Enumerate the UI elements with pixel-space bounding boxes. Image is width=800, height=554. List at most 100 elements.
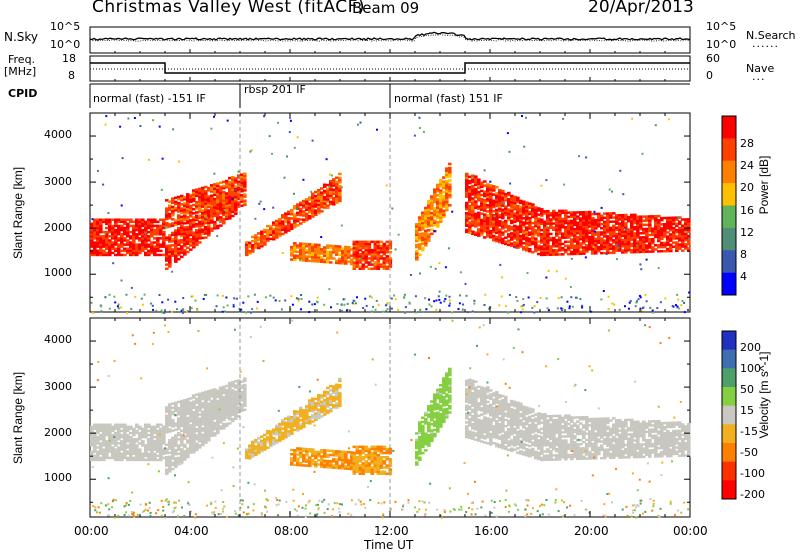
echo-cell (135, 253, 139, 257)
echo-cell (317, 247, 321, 251)
echo-cell (570, 234, 574, 237)
echo-cell (684, 234, 688, 238)
echo-cell (111, 442, 115, 445)
echo-cell (681, 218, 685, 221)
echo-cell (651, 231, 655, 235)
echo-cell (222, 222, 226, 225)
echo-cell (606, 243, 610, 246)
echo-cell (317, 252, 321, 255)
echo-cell (201, 228, 205, 231)
echo-cell (609, 237, 613, 240)
echo-cell (385, 246, 390, 250)
echo-cell (132, 251, 136, 255)
echo-cell (317, 450, 321, 454)
echo-cell (201, 203, 205, 206)
echo-cell (228, 191, 232, 194)
echo-cell (168, 457, 172, 461)
echo-cell (522, 210, 526, 214)
echo-cell (344, 249, 348, 253)
echo-cell (528, 206, 532, 209)
echo-cell (156, 249, 160, 253)
echo-cell (582, 252, 586, 255)
echo-cell (138, 243, 142, 246)
echo-cell (370, 248, 375, 252)
echo-point (254, 217, 257, 220)
echo-cell (183, 230, 187, 233)
echo-cell (204, 403, 208, 406)
echo-cell (314, 461, 318, 464)
echo-cell (198, 402, 202, 406)
echo-cell (141, 233, 145, 236)
echo-cell (687, 220, 691, 223)
echo-cell (549, 236, 553, 240)
echo-point (288, 131, 291, 134)
echo-cell (183, 417, 187, 421)
echo-cell (183, 421, 187, 425)
echo-point (274, 311, 277, 313)
echo-cell (534, 229, 538, 232)
echo-cell (564, 219, 568, 223)
echo-cell (436, 187, 440, 191)
echo-cell (543, 212, 547, 215)
echo-cell (358, 240, 363, 244)
echo-cell (174, 428, 178, 431)
echo-cell (600, 247, 604, 251)
echo-cell (234, 384, 238, 387)
echo-cell (442, 201, 446, 204)
echo-cell (555, 218, 559, 221)
echo-cell (332, 182, 336, 185)
echo-cell (474, 177, 478, 180)
echo-cell (519, 226, 523, 229)
echo-cell (180, 458, 184, 461)
echo-cell (573, 219, 577, 222)
echo-cell (373, 253, 378, 256)
echo-point (202, 298, 205, 300)
echo-cell (645, 215, 649, 218)
echo-cell (564, 230, 568, 233)
echo-cell (108, 228, 112, 232)
echo-cell (237, 400, 241, 403)
echo-cell (427, 208, 431, 211)
echo-cell (489, 207, 493, 210)
echo-cell (159, 458, 163, 462)
echo-cell (105, 243, 109, 246)
echo-cell (198, 427, 202, 430)
echo-cell (302, 460, 306, 463)
echo-cell (564, 215, 568, 219)
echo-cell (168, 240, 172, 243)
echo-cell (225, 186, 229, 189)
echo-cell (332, 389, 336, 392)
echo-cell (287, 419, 291, 423)
echo-cell (630, 221, 634, 225)
echo-cell (439, 205, 443, 209)
echo-cell (492, 236, 496, 240)
echo-cell (344, 456, 348, 460)
echo-cell (326, 449, 330, 452)
echo-cell (335, 383, 339, 387)
echo-cell (132, 220, 136, 224)
echo-cell (471, 174, 475, 177)
echo-cell (480, 212, 484, 215)
echo-cell (126, 438, 130, 441)
echo-cell (174, 241, 178, 245)
echo-cell (489, 190, 493, 193)
echo-cell (323, 390, 327, 393)
echo-cell (519, 220, 523, 223)
echo-cell (364, 240, 369, 244)
echo-cell (105, 233, 109, 236)
echo-cell (675, 241, 679, 244)
echo-cell (347, 451, 351, 454)
echo-cell (278, 422, 282, 426)
echo-cell (117, 442, 121, 445)
echo-cell (174, 250, 178, 253)
echo-cell (549, 224, 553, 227)
echo-cell (114, 423, 118, 426)
echo-cell (165, 443, 169, 446)
echo-cell (293, 420, 297, 423)
echo-cell (144, 220, 148, 224)
echo-cell (430, 207, 434, 211)
echo-cell (144, 239, 148, 242)
echo-cell (591, 223, 595, 226)
echo-cell (338, 458, 342, 462)
echo-cell (219, 415, 223, 418)
